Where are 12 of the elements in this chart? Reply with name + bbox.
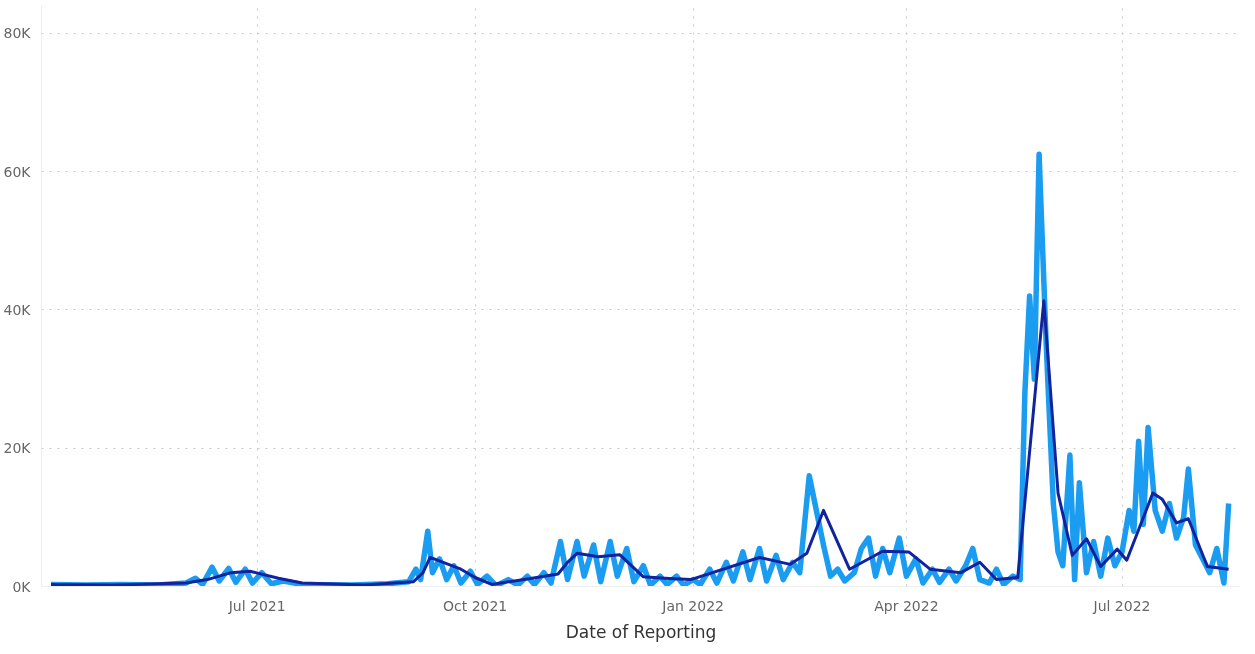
- y-tick-label: 60K: [3, 163, 32, 180]
- x-axis-title: Date of Reporting: [565, 621, 717, 642]
- x-tick-label: Apr 2022: [874, 597, 939, 614]
- x-tick-label: Jan 2022: [661, 597, 724, 614]
- x-tick-label: Jul 2021: [227, 597, 286, 614]
- line-series: [49, 299, 1231, 587]
- x-tick-label: Oct 2021: [442, 597, 508, 614]
- y-tick-label: 20K: [3, 440, 32, 457]
- x-tick-label: Jul 2022: [1092, 597, 1151, 614]
- y-tick-label: 0K: [12, 578, 32, 595]
- y-tick-label: 40K: [3, 301, 32, 318]
- y-tick-label: 80K: [3, 25, 32, 42]
